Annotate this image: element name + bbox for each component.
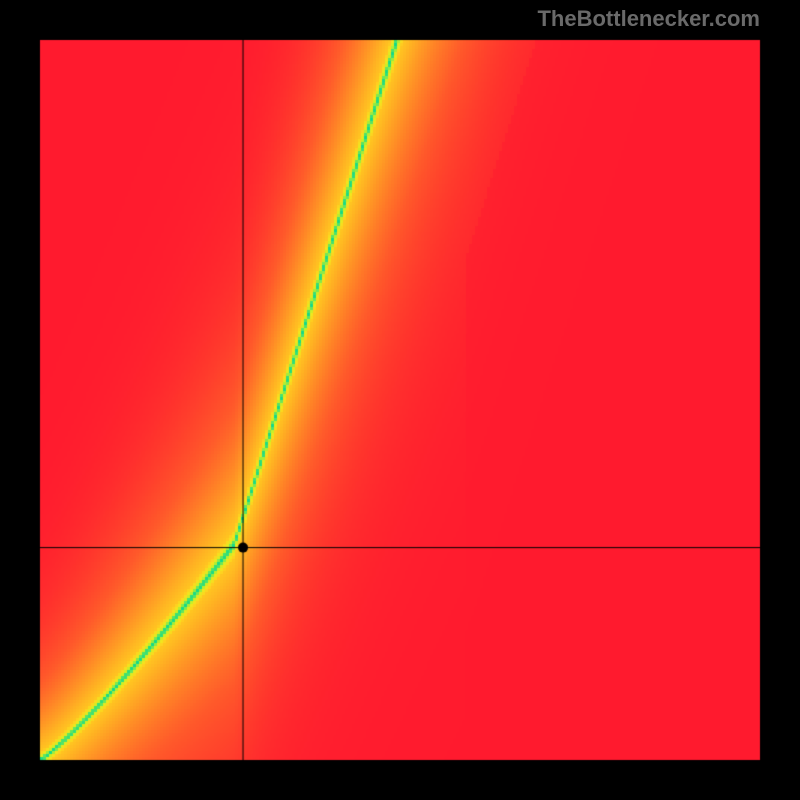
bottleneck-heatmap [0,0,800,800]
